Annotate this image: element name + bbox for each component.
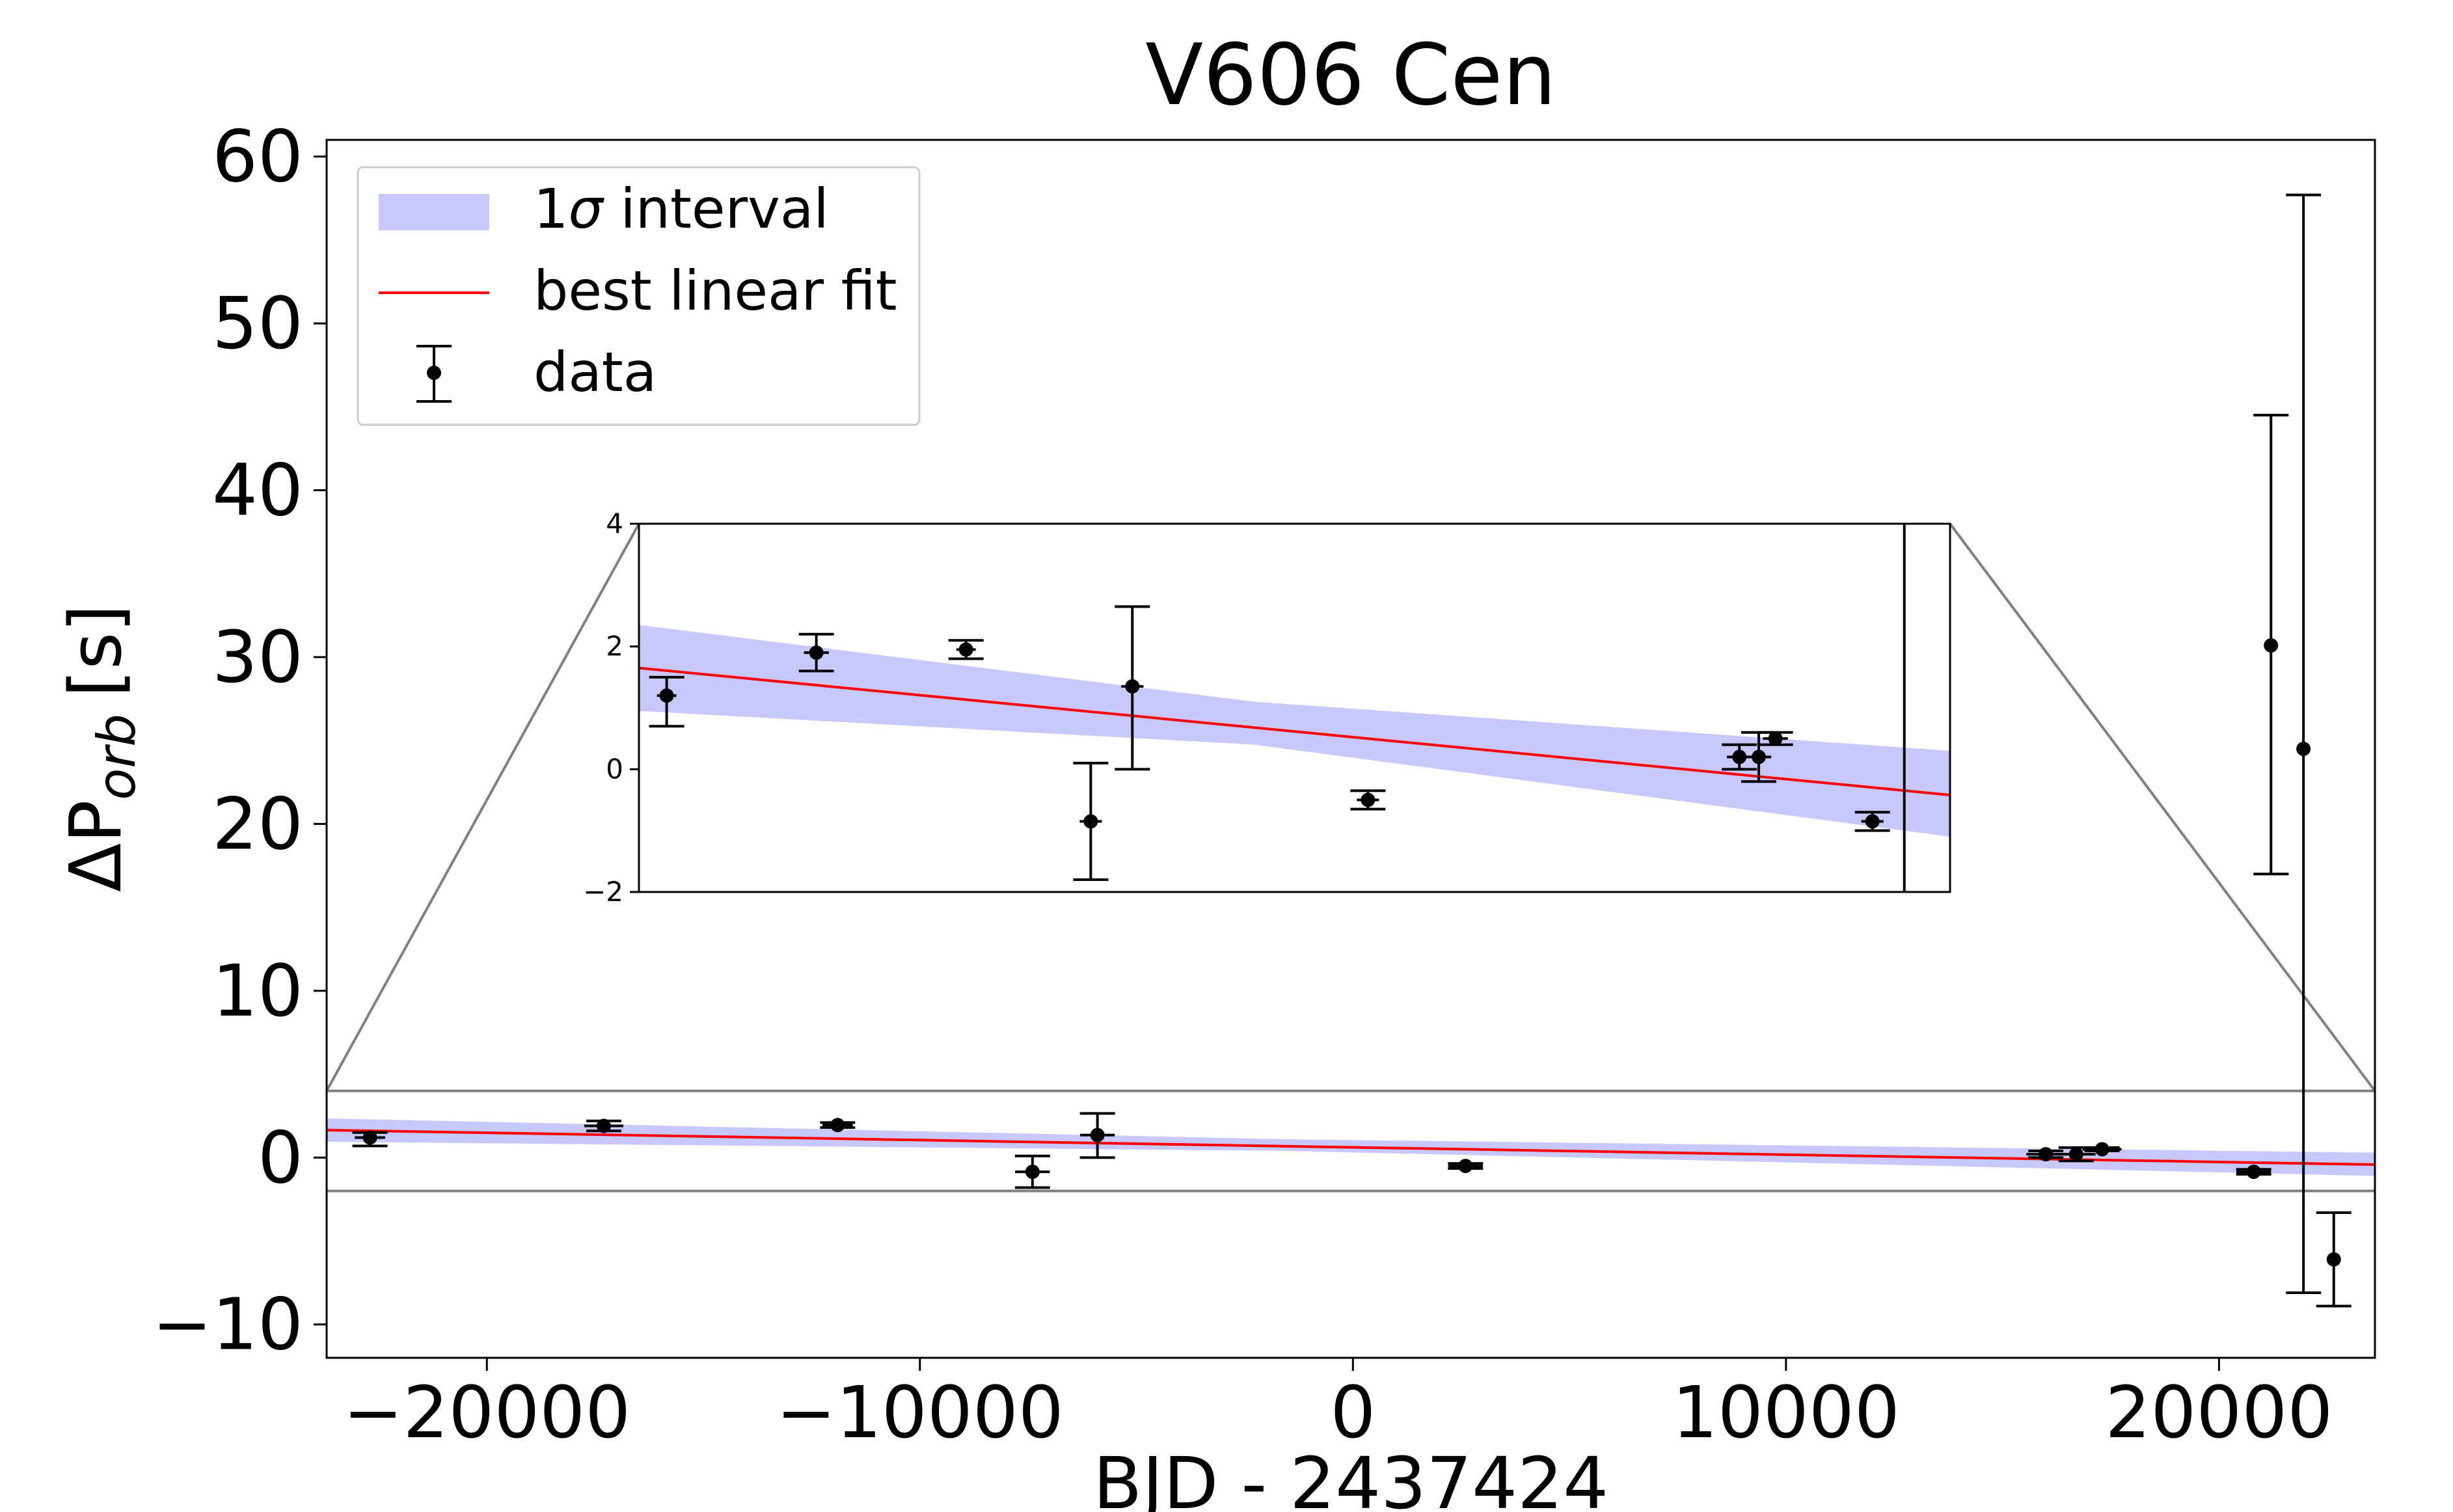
inset-marker [809, 645, 824, 660]
y-axis-label-unit: [s] [54, 604, 137, 697]
main-point-10 [2253, 414, 2289, 876]
legend-band-label-symbol: σ [568, 177, 604, 241]
inset-point-8 [1757, 731, 1793, 746]
y-tick-label: 60 [212, 115, 303, 198]
y-axis-label-sub: orb [87, 714, 147, 800]
x-tick-label: 10000 [1672, 1371, 1900, 1454]
inset-point-11 [1903, 524, 1906, 892]
zoom-connector-left [325, 523, 640, 1092]
main-point-11 [2286, 193, 2322, 1294]
inset-point-12 [1906, 972, 1942, 1316]
main-marker [1025, 1165, 1040, 1180]
zoom-indicator [325, 522, 2376, 1193]
y-tick-label: 0 [258, 1116, 303, 1199]
legend-frame [357, 166, 921, 426]
main-marker [2039, 1147, 2053, 1162]
legend-band-label: 1σ interval [534, 177, 829, 241]
inset-data-points [649, 524, 1942, 1316]
x-tick-label: 0 [1330, 1371, 1376, 1454]
chart-title: V606 Cen [1145, 25, 1556, 124]
y-tick-label: 30 [212, 615, 303, 699]
main-point-0 [352, 1130, 388, 1148]
inset-marker [1125, 679, 1140, 694]
inset-point-2 [948, 639, 984, 660]
inset-fit-line [639, 666, 1950, 796]
main-point-2 [820, 1118, 856, 1133]
y-tick-label: −10 [152, 1283, 303, 1366]
main-point-4 [1079, 1112, 1115, 1159]
inset-point-0 [649, 675, 684, 728]
inset-y-tick-label: −2 [583, 876, 623, 908]
inset-point-9 [1854, 811, 1890, 832]
inset-y-tick-label: 2 [606, 630, 623, 662]
y-tick-label: 20 [212, 782, 303, 865]
y-tick-label: 40 [212, 449, 303, 532]
main-marker [2246, 1165, 2261, 1180]
main-marker [2094, 1142, 2109, 1157]
inset-axes-frame [638, 522, 1951, 893]
y-axis-label: ΔPorb [s] [54, 604, 147, 892]
y-axis-label-main: ΔP [54, 800, 137, 893]
inset-y-axis-ticks: −2 0 2 4 [583, 507, 639, 908]
data-points [352, 193, 2351, 1308]
main-marker [2068, 1147, 2083, 1162]
main-point-3 [1014, 1154, 1050, 1189]
inset-marker [1083, 814, 1098, 829]
inset-marker [958, 642, 973, 657]
inset-point-4 [1115, 605, 1150, 771]
y-tick-label: 10 [212, 949, 303, 1033]
inset-marker [1865, 814, 1880, 829]
main-point-8 [2082, 1142, 2122, 1157]
main-axes-frame [325, 139, 2376, 1359]
inset-marker [1768, 731, 1783, 746]
inset-point-1 [798, 632, 834, 673]
x-tick-label: −20000 [343, 1371, 630, 1454]
legend-data-label: data [534, 340, 657, 404]
main-marker [362, 1130, 377, 1145]
main-marker [596, 1118, 611, 1133]
inset-point-3 [1073, 761, 1109, 882]
x-tick-label: −10000 [776, 1371, 1064, 1454]
legend-band-swatch [379, 194, 489, 230]
legend-data-swatch [416, 345, 452, 403]
legend-band-label-prefix: 1 [534, 177, 568, 241]
x-axis-label: BJD - 2437424 [1093, 1442, 1608, 1512]
legend-band-label-suffix: interval [603, 177, 829, 241]
inset-marker [659, 688, 674, 703]
main-marker [2264, 638, 2279, 653]
main-marker [2326, 1252, 2341, 1267]
main-point-9 [2236, 1165, 2271, 1180]
main-point-5 [1448, 1159, 1484, 1174]
inset-marker [1752, 749, 1767, 764]
inset-fit-line-group [639, 666, 1950, 796]
inset-y-tick-label: 4 [606, 507, 623, 539]
legend: 1σ interval best linear fit data [357, 166, 921, 426]
main-marker [830, 1118, 845, 1133]
inset-plot: −2 0 2 4 [583, 507, 1951, 1316]
y-tick-label: 50 [212, 282, 303, 365]
inset-point-5 [1350, 789, 1386, 811]
inset-marker [1361, 792, 1376, 807]
inset-marker [1732, 749, 1747, 764]
x-tick-label: 20000 [2105, 1371, 2333, 1454]
x-axis-ticks: −20000 −10000 0 10000 20000 [343, 1358, 2333, 1454]
zoom-connector-right [1949, 522, 2376, 1092]
legend-fit-label: best linear fit [534, 259, 897, 323]
main-point-6 [2026, 1147, 2066, 1162]
y-axis-ticks: −10 0 10 20 30 40 50 60 [152, 115, 327, 1366]
main-point-12 [2316, 1211, 2351, 1308]
main-marker [1090, 1127, 1105, 1142]
main-marker [1458, 1159, 1473, 1174]
inset-y-tick-label: 0 [606, 753, 623, 785]
main-marker [2296, 742, 2311, 756]
main-point-1 [584, 1118, 623, 1133]
